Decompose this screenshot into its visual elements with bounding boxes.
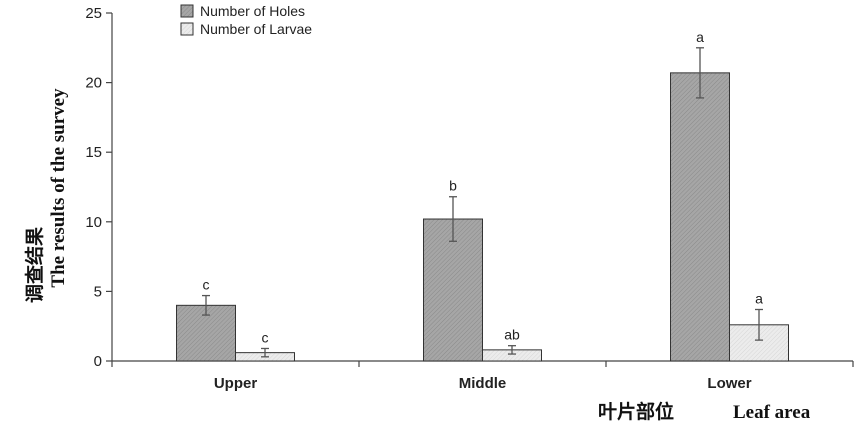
legend: Number of Holes Number of Larvae	[180, 3, 312, 37]
category-label: Middle	[459, 375, 507, 392]
bar-holes	[423, 218, 483, 362]
significance-label: ab	[504, 327, 520, 343]
legend-label-holes: Number of Holes	[200, 3, 305, 19]
y-axis-title-en: The results of the survey	[48, 88, 69, 288]
x-axis-title-en: Leaf area	[733, 402, 811, 423]
significance-label: a	[696, 29, 704, 45]
y-tick-label: 15	[85, 144, 102, 161]
significance-label: c	[262, 329, 269, 345]
y-tick-label: 10	[85, 214, 102, 231]
significance-label: c	[203, 277, 210, 293]
y-tick-label: 5	[94, 283, 102, 300]
category-label: Lower	[707, 375, 751, 392]
plot-area: 0 5 10 15 20 25 c c Upper b ab Middle a a Lower	[85, 5, 854, 392]
category-label: Upper	[214, 375, 258, 392]
y-axis-title: 调查结果 The results of the survey	[23, 88, 69, 303]
significance-label: b	[449, 178, 457, 194]
x-axis-title-cn: 叶片部位	[598, 400, 674, 423]
y-tick-label: 25	[85, 5, 102, 22]
y-axis-title-cn: 调查结果	[23, 227, 46, 303]
y-tick-label: 20	[85, 75, 102, 92]
legend-swatch-larvae	[180, 22, 194, 36]
significance-label: a	[755, 290, 763, 306]
bar-holes	[670, 72, 730, 362]
y-tick-label: 0	[94, 353, 102, 370]
x-axis-title: 叶片部位 Leaf area	[598, 400, 811, 423]
legend-label-larvae: Number of Larvae	[200, 21, 312, 37]
legend-swatch-holes	[180, 4, 194, 18]
